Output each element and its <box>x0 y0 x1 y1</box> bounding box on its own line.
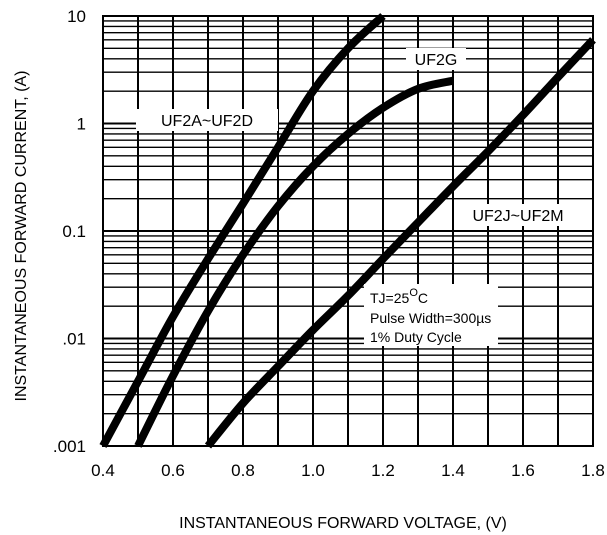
series-label-uf2g: UF2G <box>406 48 466 70</box>
x-tick-label: 0.6 <box>161 461 185 480</box>
series-line-1 <box>134 76 454 448</box>
note-pulse-width: Pulse Width=300µs <box>370 310 491 326</box>
x-tick-label: 1.6 <box>511 461 535 480</box>
x-tick-label: 0.4 <box>91 461 115 480</box>
note-temperature: TJ=25OC <box>370 287 428 306</box>
svg-text:UF2A~UF2D: UF2A~UF2D <box>161 113 253 130</box>
y-tick-label: 1 <box>77 115 86 134</box>
y-tick-label: .01 <box>62 330 86 349</box>
test-conditions-note: TJ=25OC Pulse Width=300µs 1% Duty Cycle <box>364 284 498 346</box>
x-tick-label: 1.2 <box>371 461 395 480</box>
tick-labels: 0.4 0.6 0.8 1.0 1.2 1.4 1.6 1.8 10 1 0.1 .01 .001 <box>53 7 605 480</box>
series-lines <box>99 13 596 449</box>
series-line-0 <box>99 13 386 448</box>
y-tick-label: 0.1 <box>62 222 86 241</box>
series-label-uf2j-uf2m: UF2J~UF2M <box>454 204 582 226</box>
svg-text:UF2G: UF2G <box>415 52 458 69</box>
grid <box>103 16 593 446</box>
y-axis-title: INSTANTANEOUS FORWARD CURRENT, (A) <box>13 71 30 402</box>
series-line-2 <box>204 37 596 449</box>
plot-frame <box>102 15 594 447</box>
series-label-uf2a-uf2d: UF2A~UF2D <box>136 109 278 131</box>
x-tick-label: 1.8 <box>581 461 605 480</box>
x-tick-label: 0.8 <box>231 461 255 480</box>
x-axis-title: INSTANTANEOUS FORWARD VOLTAGE, (V) <box>179 515 507 532</box>
x-tick-label: 1.0 <box>301 461 325 480</box>
y-tick-label: .001 <box>53 437 86 456</box>
svg-text:UF2J~UF2M: UF2J~UF2M <box>472 208 563 225</box>
y-tick-label: 10 <box>67 7 86 26</box>
x-tick-label: 1.4 <box>441 461 465 480</box>
note-duty-cycle: 1% Duty Cycle <box>370 329 462 345</box>
